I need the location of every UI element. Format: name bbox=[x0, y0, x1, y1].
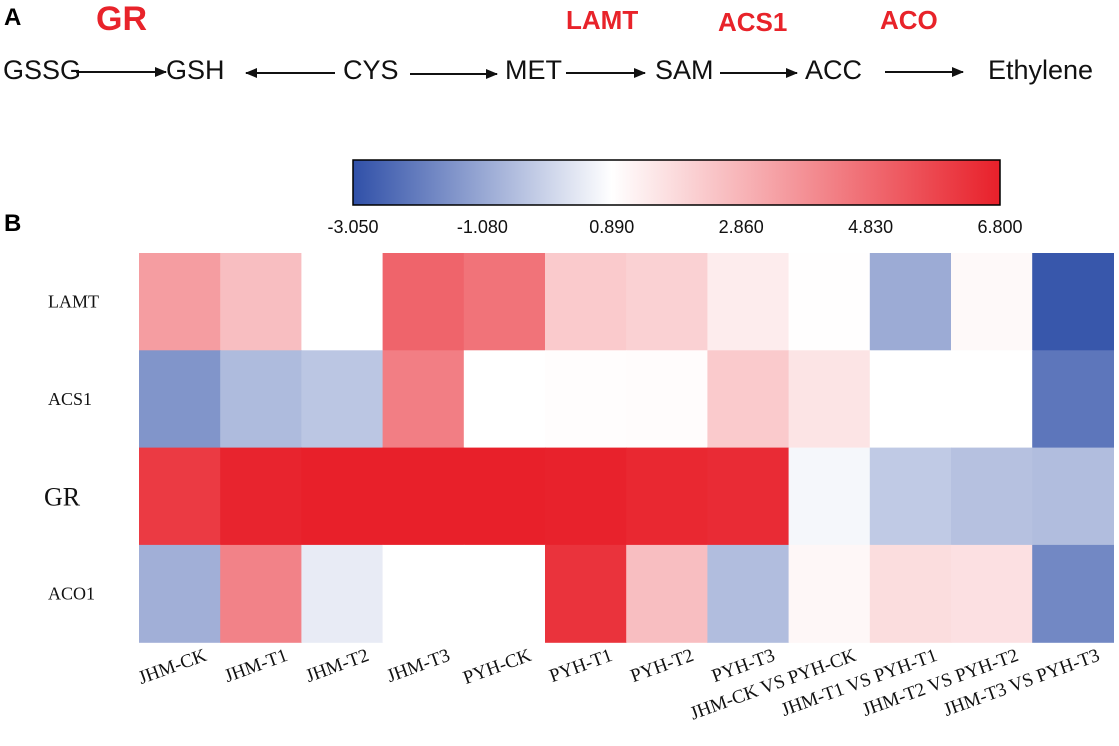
node-ethylene: Ethylene bbox=[988, 55, 1094, 85]
heatmap-cell bbox=[1032, 350, 1114, 449]
node-met: MET bbox=[505, 55, 562, 85]
heatmap-cell bbox=[545, 253, 627, 351]
heatmap-cell bbox=[788, 447, 871, 546]
heatmap-cell bbox=[382, 253, 465, 351]
enzyme-acs1: ACS1 bbox=[718, 7, 788, 37]
heatmap-cell bbox=[463, 253, 546, 351]
colorbar-tick-label: 6.800 bbox=[977, 217, 1022, 237]
heatmap-cell bbox=[545, 447, 627, 546]
heatmap-cell bbox=[463, 544, 546, 643]
heatmap-cell bbox=[139, 447, 221, 546]
heatmap-cell bbox=[382, 447, 465, 546]
heatmap-cell bbox=[220, 350, 302, 449]
column-label: JHM-T2 bbox=[303, 645, 372, 687]
node-sam: SAM bbox=[655, 55, 714, 85]
heatmap-cell bbox=[139, 544, 221, 643]
node-gsh: GSH bbox=[166, 55, 225, 85]
colorbar-tick-label: -1.080 bbox=[457, 217, 508, 237]
heatmap-cell bbox=[301, 544, 384, 643]
colorbar-tick-label: 4.830 bbox=[848, 217, 893, 237]
heatmap-cell bbox=[220, 447, 302, 546]
colorbar-tick-label: -3.050 bbox=[327, 217, 378, 237]
heatmap-cell bbox=[951, 544, 1033, 643]
heatmap-cell bbox=[626, 253, 708, 351]
row-label: LAMT bbox=[48, 292, 99, 312]
heatmap-cell bbox=[788, 253, 871, 351]
column-label: JHM-T1 bbox=[222, 645, 291, 687]
enzyme-lamt: LAMT bbox=[566, 5, 639, 35]
heatmap-cell bbox=[1032, 253, 1114, 351]
panel-a-label: A bbox=[4, 4, 22, 31]
heatmap-cell bbox=[463, 350, 546, 449]
pathway-arrows bbox=[76, 67, 964, 79]
panel-b-label: B bbox=[4, 210, 22, 237]
heatmap-cell bbox=[382, 544, 465, 643]
heatmap-cell bbox=[301, 350, 384, 449]
heatmap-cell bbox=[301, 447, 384, 546]
colorbar-tick-label: 2.860 bbox=[719, 217, 764, 237]
heatmap-cell bbox=[545, 544, 627, 643]
heatmap-cell bbox=[869, 253, 952, 351]
heatmap-cell bbox=[301, 253, 384, 351]
heatmap-cell bbox=[869, 544, 952, 643]
heatmap-cell bbox=[869, 447, 952, 546]
heatmap-cell bbox=[788, 350, 871, 449]
heatmap-cell bbox=[869, 350, 952, 449]
row-label: ACO1 bbox=[48, 584, 95, 604]
node-cys: CYS bbox=[343, 55, 399, 85]
colorbar-tick-label: 0.890 bbox=[589, 217, 634, 237]
heatmap-cell bbox=[707, 253, 790, 351]
enzyme-aco: ACO bbox=[880, 5, 938, 35]
row-label: ACS1 bbox=[48, 389, 92, 409]
column-label: JHM-T3 bbox=[384, 645, 453, 687]
node-acc: ACC bbox=[805, 55, 863, 85]
heatmap-cell bbox=[951, 447, 1033, 546]
column-label: PYH-CK bbox=[460, 645, 534, 689]
colorbar bbox=[352, 159, 1001, 206]
heatmap-cell bbox=[220, 544, 302, 643]
heatmap-cell bbox=[1032, 447, 1114, 546]
node-gssg: GSSG bbox=[3, 55, 82, 85]
heatmap-cell bbox=[220, 253, 302, 351]
column-label: JHM-CK bbox=[136, 645, 210, 689]
column-label: PYH-T2 bbox=[628, 645, 697, 687]
heatmap-cell bbox=[951, 253, 1033, 351]
heatmap-cell bbox=[139, 253, 221, 351]
heatmap-cell bbox=[707, 544, 790, 643]
heatmap-cell bbox=[382, 350, 465, 449]
heatmap-cell bbox=[788, 544, 871, 643]
enzyme-gr: GR bbox=[96, 0, 147, 38]
heatmap-cell bbox=[626, 544, 708, 643]
heatmap-cell bbox=[463, 447, 546, 546]
heatmap-cell bbox=[139, 350, 221, 449]
heatmap-cell bbox=[951, 350, 1033, 449]
column-label: PYH-T1 bbox=[547, 645, 616, 687]
heatmap-cell bbox=[707, 447, 790, 546]
heatmap-cell bbox=[545, 350, 627, 449]
heatmap-cell bbox=[626, 447, 708, 546]
heatmap-cell bbox=[626, 350, 708, 449]
heatmap-cell bbox=[707, 350, 790, 449]
row-label: GR bbox=[44, 482, 81, 511]
heatmap-cell bbox=[1032, 544, 1114, 643]
